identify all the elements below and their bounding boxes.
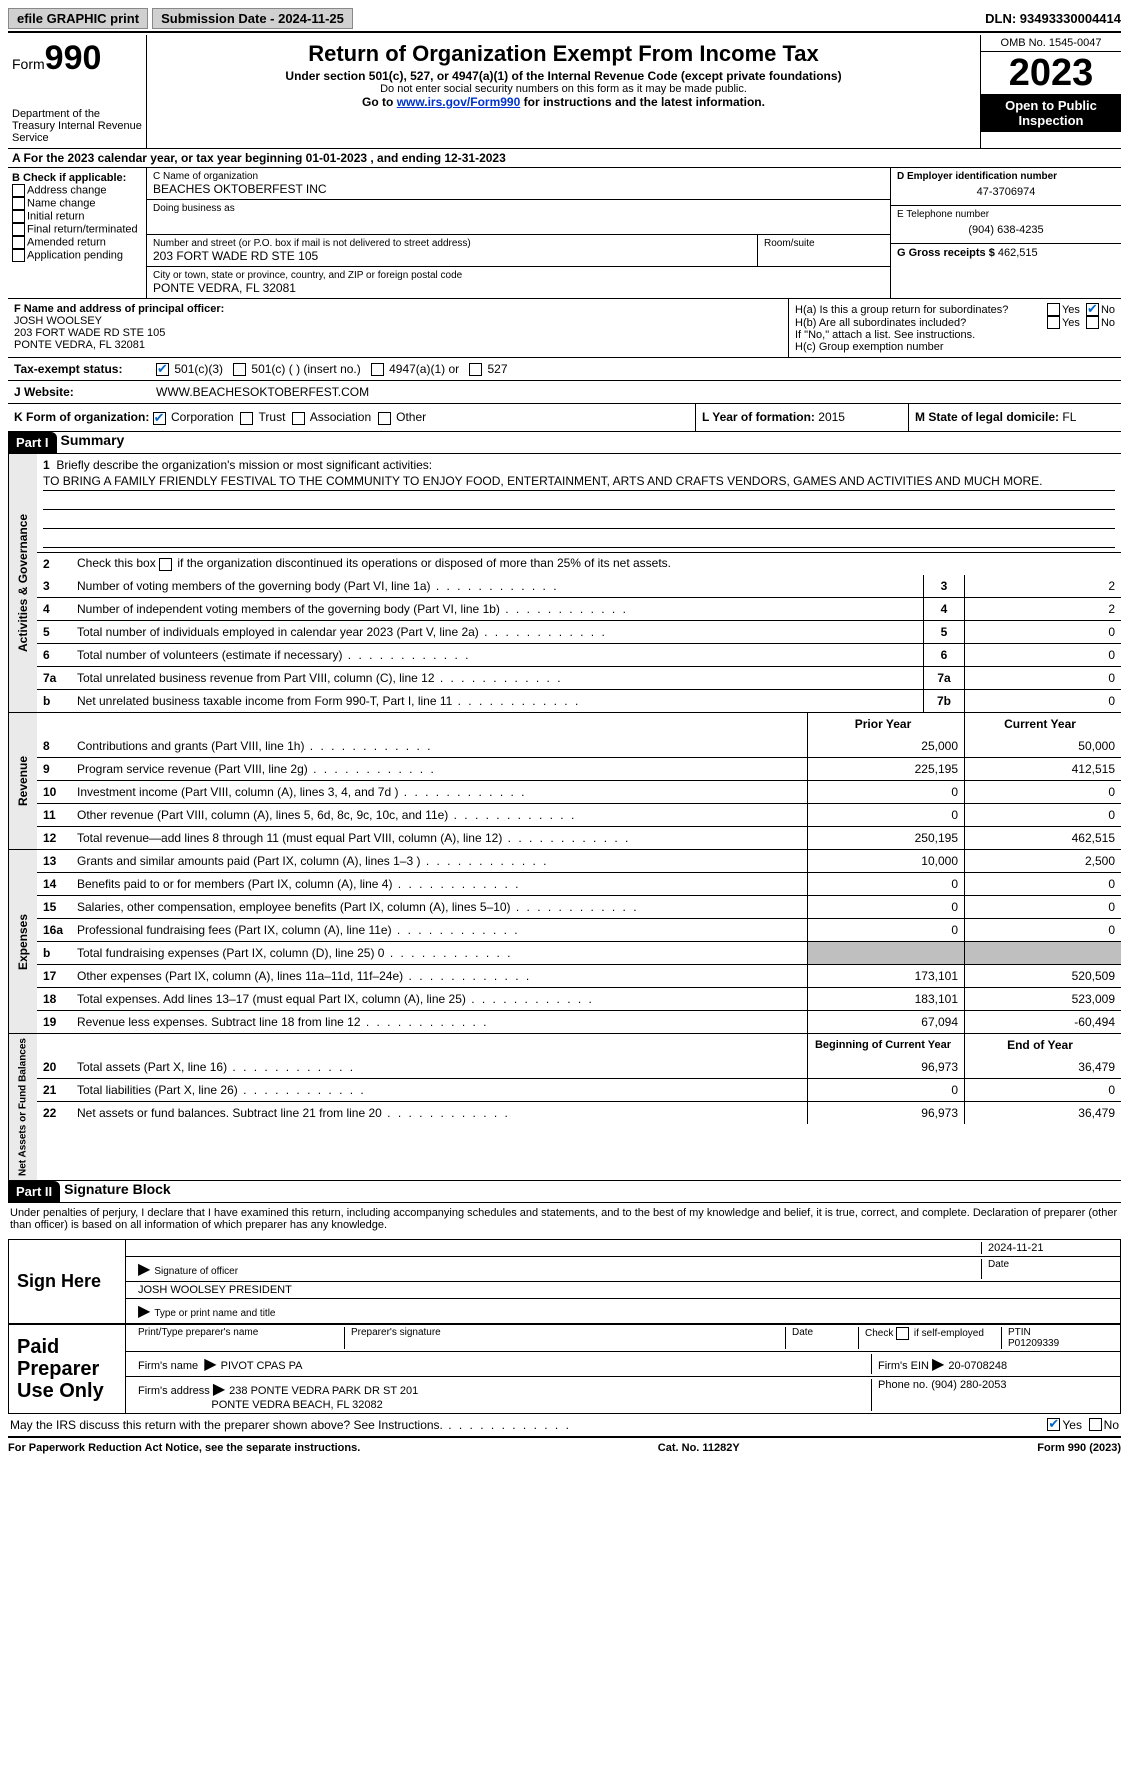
ha-no[interactable] [1086,303,1099,316]
cb-trust[interactable] [240,412,253,425]
cb-discontinued[interactable] [159,558,172,571]
checkbox-final-return[interactable] [12,223,25,236]
hb-no[interactable] [1086,316,1099,329]
discuss-no[interactable] [1089,1418,1102,1431]
open-inspection: Open to Public Inspection [981,94,1121,132]
checkbox-amended[interactable] [12,236,25,249]
col-b-label: B Check if applicable: [12,172,142,184]
cb-4947[interactable] [371,363,384,376]
gross-value: 462,515 [998,247,1038,259]
cb-assoc[interactable] [292,412,305,425]
row-j: J Website: WWW.BEACHESOKTOBERFEST.COM [8,381,1121,404]
cb-501c3[interactable] [156,363,169,376]
side-expenses: Expenses [8,850,37,1033]
tax-year: 2023 [981,52,1121,94]
section-fh: F Name and address of principal officer:… [8,299,1121,358]
checkbox-name-change[interactable] [12,197,25,210]
cb-501c[interactable] [233,363,246,376]
ein-label: D Employer identification number [897,171,1115,182]
phone-value: (904) 638-4235 [897,220,1115,240]
paid-preparer-label: Paid Preparer Use Only [9,1325,126,1413]
org-name: BEACHES OKTOBERFEST INC [153,182,884,196]
netassets-section: Net Assets or Fund Balances Beginning of… [8,1034,1121,1181]
officer-signed: JOSH WOOLSEY PRESIDENT [132,1284,1114,1296]
form-title: Return of Organization Exempt From Incom… [151,41,976,67]
ha-yes[interactable] [1047,303,1060,316]
side-netassets: Net Assets or Fund Balances [8,1034,37,1180]
firm-addr2: PONTE VEDRA BEACH, FL 32082 [211,1399,382,1411]
goto-post: for instructions and the latest informat… [520,95,765,109]
side-revenue: Revenue [8,713,37,849]
dept-label: Department of the Treasury Internal Reve… [12,108,142,144]
org-name-label: C Name of organization [153,171,884,182]
row-a-tax-year: A For the 2023 calendar year, or tax yea… [8,149,1121,168]
form-header: Form990 Department of the Treasury Inter… [8,35,1121,149]
checkbox-address-change[interactable] [12,184,25,197]
firm-addr1: 238 PONTE VEDRA PARK DR ST 201 [229,1385,418,1397]
penalty-text: Under penalties of perjury, I declare th… [8,1203,1121,1235]
hb-yes[interactable] [1047,316,1060,329]
part2-header: Part II Signature Block [8,1181,1121,1203]
dln-label: DLN: 93493330004414 [985,11,1121,26]
mission-text: TO BRING A FAMILY FRIENDLY FESTIVAL TO T… [43,474,1115,491]
ha-label: H(a) Is this a group return for subordin… [795,304,1047,316]
section-bcd: B Check if applicable: Address change Na… [8,168,1121,299]
website-value: WWW.BEACHESOKTOBERFEST.COM [150,381,375,403]
dba-label: Doing business as [153,203,884,214]
sign-date: 2024-11-21 [982,1242,1114,1254]
street-label: Number and street (or P.O. box if mail i… [153,238,751,249]
firm-name: PIVOT CPAS PA [221,1360,303,1372]
efile-button[interactable]: efile GRAPHIC print [8,8,148,29]
hc-label: H(c) Group exemption number [795,341,1115,353]
officer-label: F Name and address of principal officer: [14,303,782,315]
goto-pre: Go to [362,95,397,109]
discuss-row: May the IRS discuss this return with the… [8,1414,1121,1438]
officer-addr1: 203 FORT WADE RD STE 105 [14,327,782,339]
activities-governance: Activities & Governance 1 Briefly descri… [8,454,1121,713]
street-value: 203 FORT WADE RD STE 105 [153,249,751,263]
gross-label: G Gross receipts $ [897,247,995,259]
page-footer: For Paperwork Reduction Act Notice, see … [8,1438,1121,1454]
subtitle-2: Do not enter social security numbers on … [151,83,976,95]
room-label: Room/suite [764,238,884,249]
ptin-value: P01209339 [1008,1338,1059,1349]
top-bar: efile GRAPHIC print Submission Date - 20… [8,8,1121,33]
firm-phone: (904) 280-2053 [931,1379,1006,1391]
form-number: 990 [45,39,102,77]
irs-link[interactable]: www.irs.gov/Form990 [397,95,521,109]
sign-here-block: Sign Here 2024-11-21 ▶Signature of offic… [8,1239,1121,1325]
sign-here-label: Sign Here [9,1240,126,1323]
checkbox-pending[interactable] [12,249,25,262]
cb-527[interactable] [469,363,482,376]
city-label: City or town, state or province, country… [153,270,884,281]
subtitle-1: Under section 501(c), 527, or 4947(a)(1)… [151,69,976,83]
city-value: PONTE VEDRA, FL 32081 [153,281,884,295]
discuss-yes[interactable] [1047,1418,1060,1431]
hb-note: If "No," attach a list. See instructions… [795,329,1115,341]
cb-self-employed[interactable] [896,1327,909,1340]
phone-label: E Telephone number [897,209,1115,220]
expenses-section: Expenses 13Grants and similar amounts pa… [8,850,1121,1034]
hb-label: H(b) Are all subordinates included? [795,317,1047,329]
part1-header: Part I Summary [8,432,1121,454]
row-klm: K Form of organization: Corporation Trus… [8,404,1121,431]
row-i: Tax-exempt status: 501(c)(3) 501(c) ( ) … [8,358,1121,381]
revenue-section: Revenue Prior Year Current Year 8Contrib… [8,713,1121,850]
submission-date: Submission Date - 2024-11-25 [152,8,353,29]
cb-other[interactable] [378,412,391,425]
checkbox-initial-return[interactable] [12,210,25,223]
omb-number: OMB No. 1545-0047 [981,35,1121,52]
form-label: Form [12,56,45,72]
firm-ein: 20-0708248 [948,1360,1007,1372]
paid-preparer-block: Paid Preparer Use Only Print/Type prepar… [8,1325,1121,1414]
officer-addr2: PONTE VEDRA, FL 32081 [14,339,782,351]
officer-name: JOSH WOOLSEY [14,315,782,327]
cb-corp[interactable] [153,412,166,425]
side-governance: Activities & Governance [8,454,37,712]
ein-value: 47-3706974 [897,182,1115,202]
